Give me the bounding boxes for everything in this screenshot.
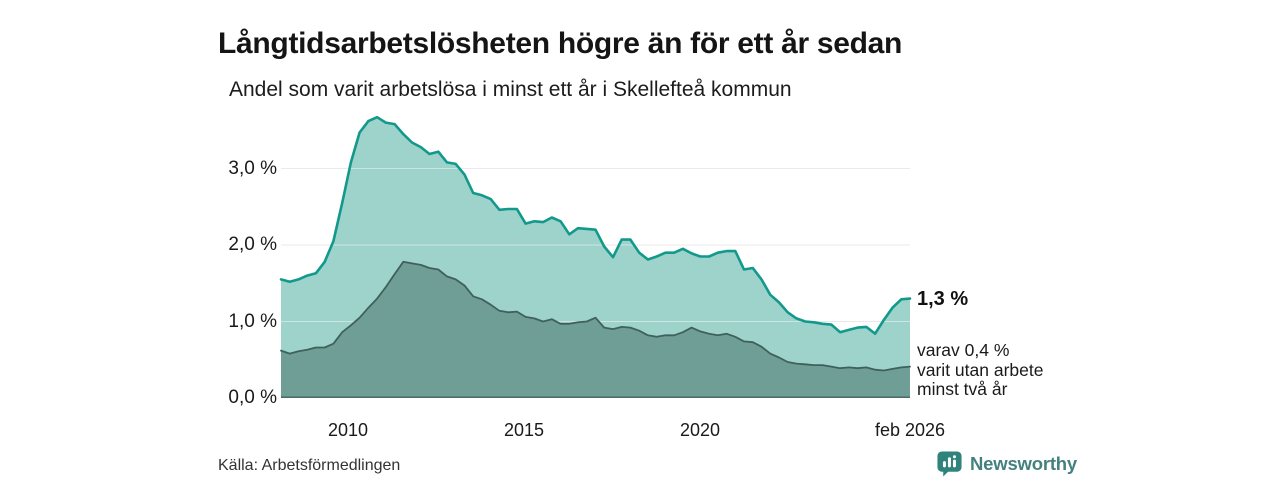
sub-series-annotation: varav 0,4 % varit utan arbete minst två … (917, 340, 1044, 400)
logo-bar-1 (942, 461, 946, 468)
chart-subtitle: Andel som varit arbetslösa i minst ett å… (229, 78, 792, 102)
newsworthy-brand: Newsworthy (936, 450, 1077, 477)
x-axis-tick-label: 2020 (679, 420, 721, 440)
logo-bar-3 (952, 459, 956, 468)
line-two-years-unemployed (280, 260, 911, 372)
logo-exclamation-dot (952, 455, 956, 459)
sub-series-annotation-line-3: minst två år (917, 379, 1008, 399)
y-axis-tick-label: 0,0 % (228, 387, 277, 408)
end-value-label: 1,3 % (917, 288, 969, 310)
y-axis-tick-label: 1,0 % (228, 310, 277, 332)
source-note: Källa: Arbetsförmedlingen (218, 457, 401, 474)
newsworthy-logo-icon (937, 451, 962, 477)
chart-title: Långtidsarbetslösheten högre än för ett … (218, 27, 903, 61)
line-total-unemployed (279, 115, 912, 336)
y-axis-tick-label: 3,0 % (228, 157, 277, 179)
x-axis-tick-label: feb 2026 (874, 420, 946, 440)
x-axis-tick-label: 2015 (503, 420, 545, 440)
logo-bar-2 (947, 457, 951, 468)
y-axis-tick-label: 2,0 % (228, 234, 277, 255)
brand-wordmark: Newsworthy (970, 452, 1077, 474)
sub-series-annotation-line-2: varit utan arbete (917, 359, 1044, 380)
x-axis-tick-label: 2010 (327, 420, 369, 440)
area-two-years-unemployed (281, 261, 910, 398)
sub-series-annotation-line-1: varav 0,4 % (917, 340, 1010, 360)
